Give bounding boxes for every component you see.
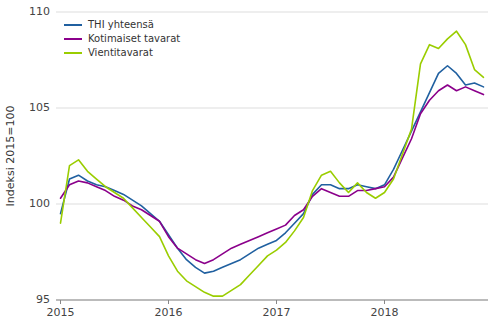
legend: THI yhteensä Kotimaiset tavarat Vientitava…: [64, 19, 180, 58]
x-axis-line: [56, 300, 488, 301]
x-tick: [60, 300, 61, 304]
series-line: [61, 66, 484, 273]
legend-label: THI yhteensä: [87, 19, 154, 30]
y-axis-label: Indeksi 2015=100: [4, 106, 17, 207]
y-tick-label: 100: [29, 197, 50, 210]
x-tick-label: 2016: [155, 306, 183, 319]
chart-container: 95 100 105 110 2015 2016 2017 2018 Indeksi 2015=…: [0, 0, 500, 330]
legend-label: Vientitavarat: [88, 47, 153, 58]
chart: 95 100 105 110 2015 2016 2017 2018 Indeksi 2015=…: [0, 0, 500, 330]
x-tick: [276, 300, 277, 304]
y-tick-label: 110: [29, 5, 50, 18]
x-tick-label: 2017: [263, 306, 291, 319]
y-tick-label: 95: [36, 293, 50, 306]
series-line: [61, 85, 484, 264]
series-line: [61, 31, 484, 296]
lines: [61, 31, 484, 296]
y-tick-label: 105: [29, 101, 50, 114]
x-tick: [384, 300, 385, 304]
legend-label: Kotimaiset tavarat: [88, 33, 180, 44]
x-tick: [168, 300, 169, 304]
x-tick-label: 2015: [47, 306, 75, 319]
grid-line: [56, 12, 488, 13]
legend-swatch: [64, 24, 82, 26]
legend-swatch: [64, 52, 82, 54]
grid: [56, 12, 488, 300]
legend-swatch: [64, 38, 82, 40]
grid-line: [56, 300, 488, 301]
x-tick-label: 2018: [371, 306, 399, 319]
grid-line: [56, 204, 488, 205]
